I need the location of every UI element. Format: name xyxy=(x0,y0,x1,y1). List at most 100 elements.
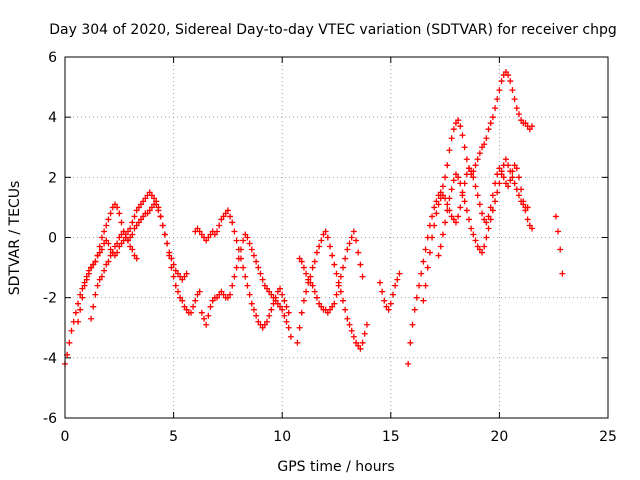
data-point xyxy=(277,285,284,292)
data-point xyxy=(383,303,390,310)
data-point xyxy=(248,300,255,307)
data-point xyxy=(229,282,236,289)
data-point xyxy=(392,282,399,289)
data-point xyxy=(281,297,288,304)
x-tick-label: 15 xyxy=(382,429,400,445)
data-point xyxy=(448,186,455,193)
data-point xyxy=(485,213,492,220)
data-point xyxy=(474,192,481,199)
data-point xyxy=(431,222,438,229)
data-point xyxy=(157,213,164,220)
data-point xyxy=(452,219,459,226)
data-point xyxy=(214,294,221,301)
data-point xyxy=(218,288,225,295)
data-point xyxy=(518,198,525,205)
data-point xyxy=(309,282,316,289)
data-point xyxy=(524,204,531,211)
data-point xyxy=(181,303,188,310)
data-point xyxy=(461,144,468,151)
data-point xyxy=(528,225,535,232)
data-point xyxy=(259,324,266,331)
data-point xyxy=(311,258,318,265)
data-point xyxy=(68,327,75,334)
data-point xyxy=(348,234,355,241)
data-point xyxy=(107,210,114,217)
data-point xyxy=(196,288,203,295)
data-point xyxy=(220,291,227,298)
data-point xyxy=(331,261,338,268)
data-point xyxy=(235,255,242,262)
y-axis-label: SDTVAR / TECUs xyxy=(7,181,23,296)
data-point xyxy=(298,258,305,265)
data-point xyxy=(146,189,153,196)
data-point xyxy=(472,237,479,244)
data-point xyxy=(353,237,360,244)
data-point xyxy=(151,195,158,202)
data-point xyxy=(296,255,303,262)
data-point xyxy=(166,249,173,256)
data-point xyxy=(129,219,136,226)
data-point xyxy=(340,264,347,271)
data-point xyxy=(489,114,496,121)
chart-title: Day 304 of 2020, Sidereal Day-to-day VTE… xyxy=(49,22,617,38)
data-point xyxy=(524,216,531,223)
data-point xyxy=(485,126,492,133)
data-point xyxy=(455,174,462,181)
data-point xyxy=(88,264,95,271)
data-point xyxy=(131,213,138,220)
data-point xyxy=(472,162,479,169)
data-point xyxy=(287,333,294,340)
data-point xyxy=(198,309,205,316)
data-point xyxy=(502,69,509,76)
data-point xyxy=(170,273,177,280)
data-point xyxy=(227,213,234,220)
data-point xyxy=(229,219,236,226)
data-point xyxy=(266,312,273,319)
data-point xyxy=(263,318,270,325)
data-point xyxy=(151,201,158,208)
data-point xyxy=(172,267,179,274)
data-point xyxy=(498,171,505,178)
data-point xyxy=(142,195,149,202)
data-point xyxy=(463,207,470,214)
data-point xyxy=(148,204,155,211)
data-point xyxy=(555,228,562,235)
data-point xyxy=(101,228,108,235)
data-point xyxy=(476,246,483,253)
data-point xyxy=(114,204,121,211)
data-point xyxy=(90,303,97,310)
data-point xyxy=(77,306,84,313)
data-point xyxy=(459,132,466,139)
data-point xyxy=(92,291,99,298)
data-point xyxy=(263,285,270,292)
data-point xyxy=(350,333,357,340)
data-point xyxy=(481,216,488,223)
data-points xyxy=(62,69,566,367)
data-point xyxy=(442,219,449,226)
data-point xyxy=(359,273,366,280)
data-point xyxy=(214,228,221,235)
data-point xyxy=(476,201,483,208)
data-point xyxy=(433,210,440,217)
data-point xyxy=(505,162,512,169)
data-point xyxy=(479,249,486,256)
data-point xyxy=(294,339,301,346)
data-point xyxy=(316,300,323,307)
data-point xyxy=(318,237,325,244)
data-point xyxy=(259,276,266,283)
data-point xyxy=(435,201,442,208)
data-point xyxy=(337,288,344,295)
plot-frame xyxy=(64,56,609,419)
data-point xyxy=(144,210,151,217)
data-point xyxy=(85,267,92,274)
data-point xyxy=(246,291,253,298)
data-point xyxy=(492,198,499,205)
data-point xyxy=(552,213,559,220)
data-point xyxy=(483,219,490,226)
data-point xyxy=(340,297,347,304)
data-point xyxy=(485,225,492,232)
data-point xyxy=(307,273,314,280)
data-point xyxy=(422,246,429,253)
data-point xyxy=(337,273,344,280)
data-point xyxy=(483,135,490,142)
